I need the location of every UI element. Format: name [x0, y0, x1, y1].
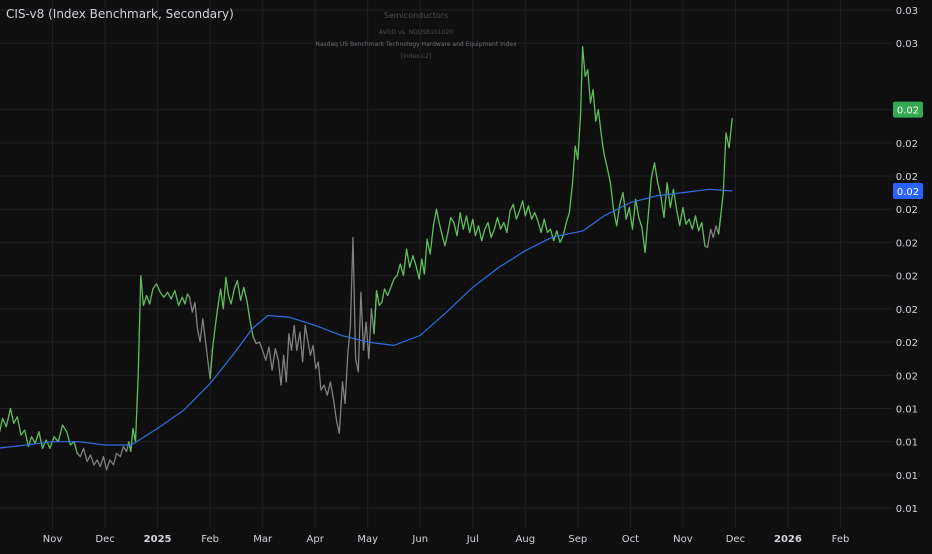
y-tick-label: 0.01: [896, 438, 918, 449]
ratio-line-underperform: [76, 441, 132, 471]
x-tick-label: Aug: [516, 534, 536, 545]
y-tick-label: 0.02: [896, 371, 918, 382]
badge-label: 0.02: [897, 106, 919, 117]
ratio-line-outperform: [128, 274, 191, 453]
y-tick-label: 0.03: [896, 6, 918, 17]
x-tick-label: May: [357, 534, 378, 545]
y-tick-label: 0.02: [896, 139, 918, 150]
x-tick-label: Dec: [726, 534, 745, 545]
y-tick-label: 0.02: [896, 305, 918, 316]
x-tick-label: Jun: [411, 534, 428, 545]
ratio-line-outperform: [717, 117, 733, 235]
x-tick-label: Sep: [568, 534, 587, 545]
y-tick-label: 0.02: [896, 238, 918, 249]
x-tick-label: Feb: [201, 534, 219, 545]
x-tick-label: 2026: [774, 534, 802, 545]
y-tick-label: 0.03: [896, 39, 918, 50]
y-tick-label: 0.01: [896, 471, 918, 482]
x-tick-label: Dec: [95, 534, 114, 545]
ratio-line-outperform: [0, 407, 81, 458]
x-tick-label: Nov: [43, 534, 63, 545]
indicator-title[interactable]: CIS-v8 (Index Benchmark, Secondary): [6, 7, 234, 21]
watermark-index-name: Nasdaq US Benchmark Technology Hardware …: [315, 41, 517, 48]
ratio-line-outperform: [373, 45, 708, 334]
y-tick-label: 0.01: [896, 404, 918, 415]
ratio-line-underperform: [186, 293, 214, 380]
y-tick-label: 0.02: [896, 272, 918, 283]
moving-average-line: [0, 188, 733, 449]
x-tick-label: Jul: [466, 534, 479, 545]
x-tick-label: Apr: [307, 534, 325, 545]
ratio-line-outperform: [209, 276, 257, 379]
watermark-sector: Semiconductors: [383, 11, 449, 20]
watermark-pair: AVGO vs. NQUSB101020: [378, 29, 454, 36]
y-tick-label: 0.02: [896, 338, 918, 349]
x-tick-label: Mar: [253, 534, 273, 545]
x-tick-label: Nov: [673, 534, 693, 545]
x-tick-label: Feb: [832, 534, 850, 545]
x-tick-label: Oct: [622, 534, 639, 545]
watermark-index-level: [Index-L2]: [400, 53, 432, 60]
y-tick-label: 0.02: [896, 172, 918, 183]
ratio-value-badge: [893, 101, 923, 118]
x-tick-label: 2025: [144, 534, 172, 545]
y-tick-label: 0.01: [896, 504, 918, 515]
badge-label: 0.02: [897, 187, 919, 198]
y-tick-label: 0.02: [896, 205, 918, 216]
ratio-line-underperform: [252, 236, 378, 435]
ma-value-badge: [893, 182, 923, 199]
